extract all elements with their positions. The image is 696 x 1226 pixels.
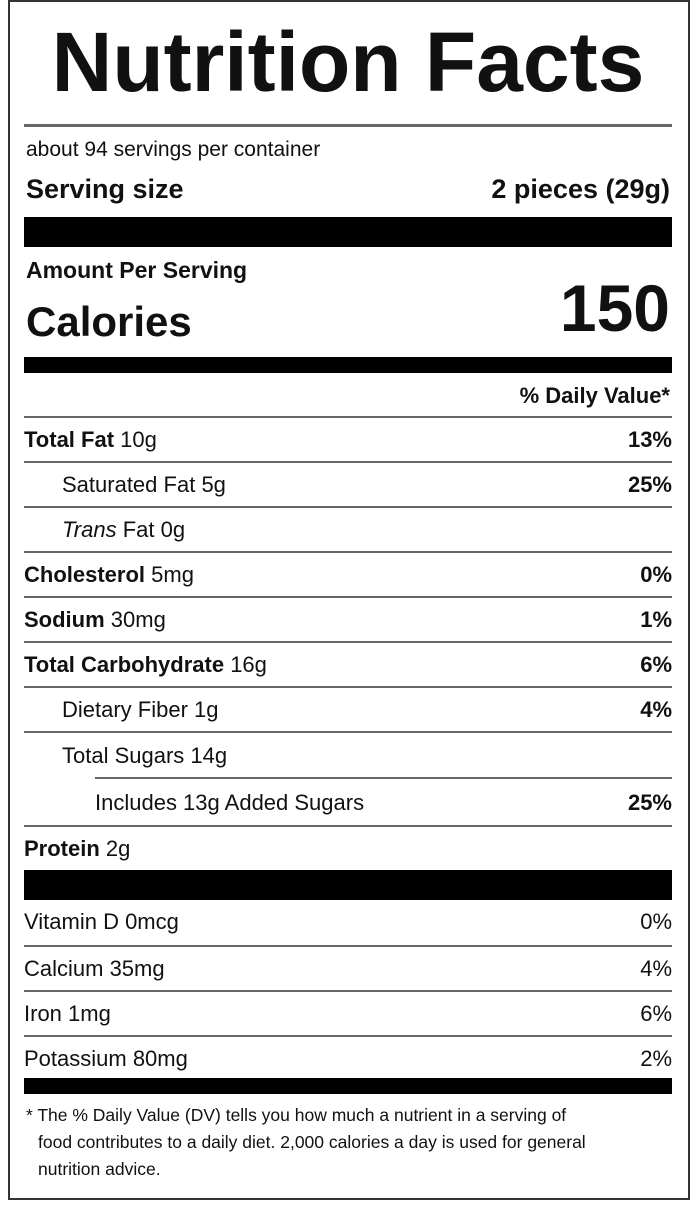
nutrient-dv: 4% [640, 696, 672, 722]
vitamin-row: Iron 1mg 6% [24, 990, 672, 1035]
nutrient-name: Includes 13g Added Sugars [95, 789, 365, 815]
nutrient-amount: 16g [230, 651, 267, 677]
nutrient-name: Protein [24, 835, 100, 861]
vitamin-dv: 4% [640, 955, 672, 981]
nutrient-name: Total Fat [24, 426, 115, 452]
daily-value-header: % Daily Value* [519, 383, 670, 408]
vitamin-name: Vitamin D 0mcg [24, 908, 179, 934]
vitamin-dv: 2% [640, 1045, 672, 1071]
footnote: * The % Daily Value (DV) tells you how m… [26, 1105, 586, 1179]
title: Nutrition Facts [51, 15, 645, 109]
nutrient-amount: 5mg [151, 561, 194, 587]
nutrient-dv: 1% [640, 606, 672, 632]
vitamin-name: Iron 1mg [24, 1000, 111, 1026]
thick-bar [24, 1078, 672, 1094]
calories-label: Calories [26, 298, 192, 345]
label-border [8, 0, 690, 1200]
nutrient-name: Fat [122, 516, 155, 542]
nutrient-row: Sodium 30mg 1% [24, 596, 672, 641]
nutrient-amount: 1g [194, 696, 219, 722]
nutrient-row: Includes 13g Added Sugars 25% [95, 777, 672, 826]
nutrient-name-italic: Trans [62, 516, 117, 542]
nutrient-row: Total Carbohydrate 16g 6% [24, 641, 672, 686]
rule [24, 124, 672, 127]
thick-bar [24, 217, 672, 247]
nutrient-name: Sodium [24, 606, 105, 632]
nutrient-amount: 10g [120, 426, 157, 452]
nutrient-name: Dietary Fiber [62, 696, 188, 722]
nutrient-amount: 0g [160, 516, 186, 542]
vitamin-row: Calcium 35mg 4% [24, 945, 672, 990]
nutrient-row: Cholesterol 5mg 0% [24, 551, 672, 596]
nutrient-name: Cholesterol [24, 561, 146, 587]
nutrient-row: Total Sugars 14g [24, 731, 672, 778]
thick-bar [24, 870, 672, 900]
nutrient-name: Total Carbohydrate [24, 651, 225, 677]
vitamin-row: Potassium 80mg 2% [24, 1035, 672, 1080]
nutrient-dv: 25% [627, 471, 672, 497]
calories-value: 150 [559, 271, 670, 345]
nutrient-row: Saturated Fat 5g 25% [24, 461, 672, 506]
nutrient-amount: 5g [201, 471, 226, 497]
vitamin-dv: 6% [640, 1000, 672, 1026]
thick-bar [24, 357, 672, 373]
nutrient-amount: 14g [190, 742, 228, 768]
serving-size-value: 2 pieces (29g) [491, 174, 670, 204]
nutrient-row: Dietary Fiber 1g 4% [24, 686, 672, 731]
nutrient-row: Total Fat 10g 13% [24, 416, 672, 461]
vitamin-row: Vitamin D 0mcg 0% [24, 900, 672, 943]
vitamin-name: Calcium 35mg [24, 955, 165, 981]
nutrient-dv: 13% [627, 426, 672, 452]
nutrient-row: Trans Fat 0g [24, 506, 672, 551]
nutrient-row: Protein 2g [24, 825, 672, 870]
servings: about 94 servings per container [26, 138, 321, 161]
nutrient-name: Total Sugars [62, 742, 185, 768]
nutrient-dv: 25% [627, 789, 672, 815]
nutrient-dv: 6% [640, 651, 672, 677]
nutrient-amount: 2g [105, 835, 131, 861]
nutrient-name: Saturated Fat [62, 471, 196, 497]
vitamin-name: Potassium 80mg [24, 1045, 188, 1071]
serving-size-label: Serving size [26, 174, 184, 204]
vitamin-dv: 0% [640, 908, 672, 934]
nutrient-amount: 30mg [110, 606, 166, 632]
nutrient-dv: 0% [640, 561, 672, 587]
amount-per-serving: Amount Per Serving [26, 257, 248, 283]
